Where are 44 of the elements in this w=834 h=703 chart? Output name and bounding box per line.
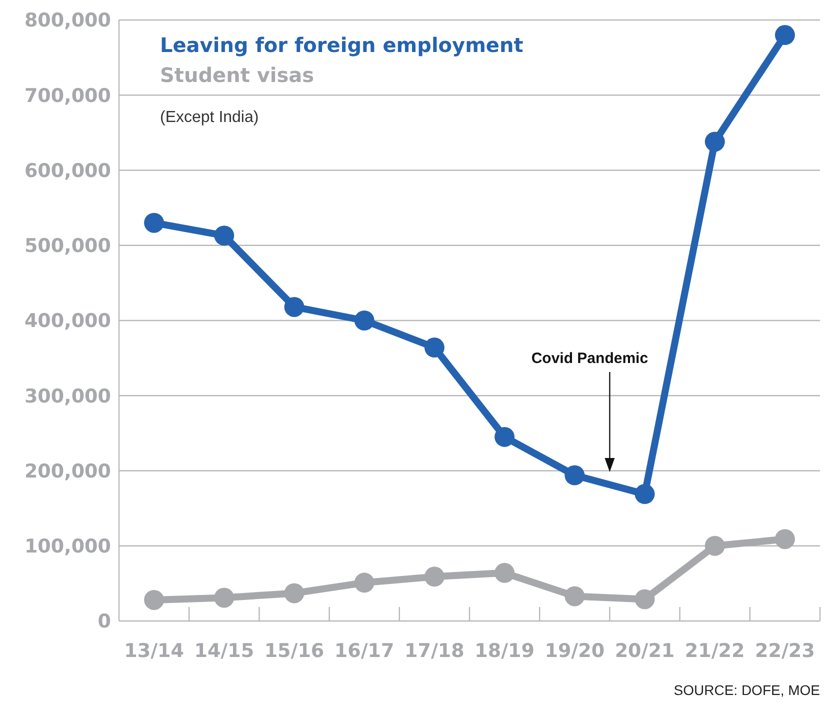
point [704,536,725,556]
point [144,212,164,233]
point [424,566,444,587]
x-tick-label: 15/16 [264,640,324,662]
y-tick-label: 400,000 [24,310,111,332]
y-tick-label: 600,000 [24,160,111,182]
text: Student visas [160,63,314,87]
point [284,296,304,317]
x-tick-label: 18/19 [474,640,534,662]
point [214,588,234,608]
point [284,583,304,604]
annotation: Covid Pandemic [531,350,648,367]
point [774,529,795,550]
point [144,590,164,610]
y-tick-label: 500,000 [24,235,111,258]
point [774,25,795,46]
point [564,465,585,486]
point [214,226,234,246]
point [494,562,515,583]
point [354,310,374,330]
point [494,426,515,447]
point [634,484,655,504]
x-tick-label: 16/17 [334,640,394,662]
text: Leaving for foreign employment [160,33,524,57]
x-tick-label: 13/14 [124,640,184,662]
source-note: SOURCE: DOFE, MOE [674,682,820,698]
x-tick-label: 14/15 [194,640,254,662]
y-tick-label: 700,000 [24,84,111,107]
y-tick-label: 100,000 [24,536,111,558]
x-tick-label: 20/21 [614,640,675,662]
text: (Except India) [160,109,259,126]
point [634,589,655,610]
x-tick-label: 21/22 [684,640,745,662]
point [564,586,585,606]
y-tick-label: 0 [98,610,111,633]
y-tick-label: 300,000 [24,385,111,408]
point [354,572,374,593]
x-tick-label: 17/18 [404,640,464,662]
y-tick-label: 200,000 [24,460,111,482]
y-tick-label: 800,000 [24,10,111,32]
x-tick-label: 22/23 [755,640,815,662]
x-tick-label: 19/20 [544,640,605,662]
point [424,338,444,358]
point [704,132,725,152]
